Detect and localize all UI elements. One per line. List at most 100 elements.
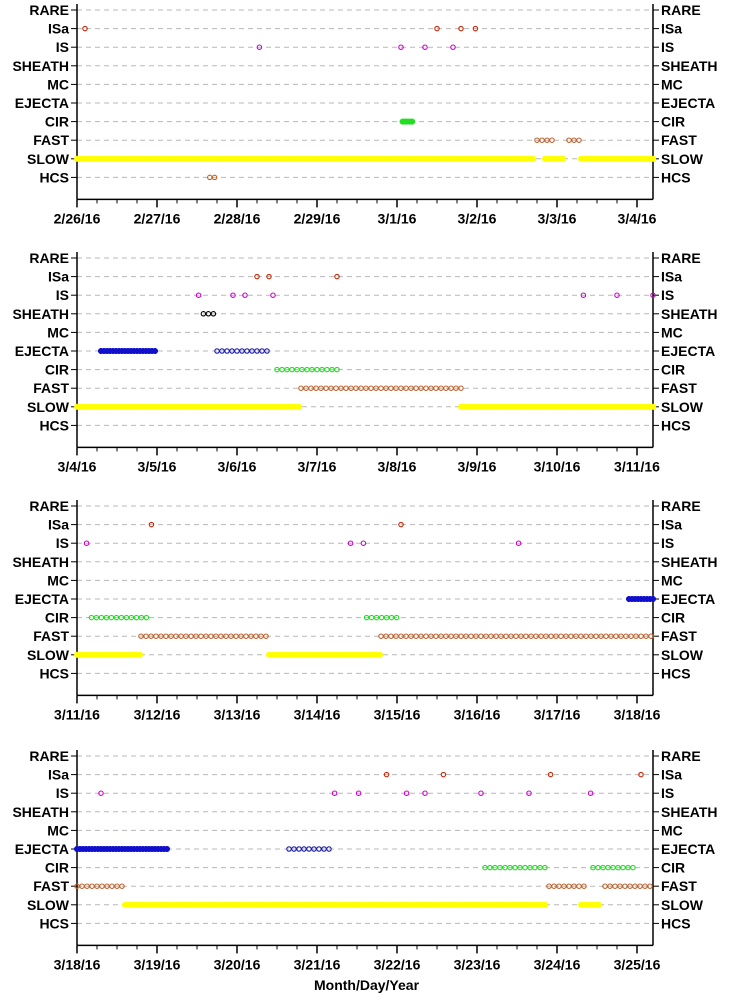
category-label-right: HCS — [661, 417, 691, 433]
data-point — [108, 614, 115, 621]
data-point — [393, 614, 400, 621]
category-label-left: HCS — [39, 665, 69, 681]
data-point — [205, 311, 212, 317]
category-label-left: ISa — [48, 269, 69, 285]
data-point — [378, 385, 384, 391]
category-label-left: RARE — [29, 748, 69, 764]
category-label-right: SLOW — [661, 897, 704, 913]
x-tick-label: 3/17/16 — [534, 706, 581, 722]
category-label-right: FAST — [661, 878, 697, 894]
data-point — [319, 366, 325, 373]
data-point — [428, 633, 434, 639]
data-point — [123, 614, 130, 621]
data-point — [259, 348, 265, 354]
category-label-right: CIR — [661, 860, 685, 876]
data-point — [638, 633, 644, 639]
x-tick-label: 3/7/16 — [298, 458, 337, 474]
category-label-right: SHEATH — [661, 58, 718, 74]
data-point — [378, 633, 384, 639]
data-point — [393, 385, 399, 391]
data-point — [649, 403, 657, 410]
data-point — [303, 385, 309, 391]
data-point — [148, 521, 155, 528]
x-tick-label: 3/9/16 — [458, 458, 497, 474]
data-point — [571, 137, 577, 143]
data-point — [558, 633, 564, 639]
category-label-right: RARE — [661, 748, 701, 764]
data-point — [218, 633, 224, 639]
x-tick-label: 3/4/16 — [58, 458, 97, 474]
data-point — [543, 633, 549, 639]
category-label-right: HCS — [661, 169, 691, 185]
data-point — [173, 633, 179, 639]
category-label-left: SHEATH — [12, 554, 69, 570]
data-point — [368, 385, 374, 391]
data-point — [649, 595, 657, 603]
data-point — [195, 292, 202, 298]
data-point — [440, 771, 447, 778]
data-point — [615, 864, 621, 871]
data-point — [556, 883, 562, 889]
data-point — [329, 366, 335, 373]
category-label-left: ISa — [48, 517, 69, 533]
data-point — [512, 864, 518, 871]
data-point — [614, 292, 620, 298]
category-label-right: MC — [661, 76, 683, 92]
data-point — [453, 385, 459, 391]
category-label-left: HCS — [39, 417, 69, 433]
data-point — [548, 633, 554, 639]
data-point — [498, 633, 504, 639]
data-point — [438, 633, 444, 639]
data-point — [178, 633, 184, 639]
data-point — [347, 540, 354, 546]
data-point — [515, 540, 522, 546]
data-point — [230, 292, 236, 298]
data-point — [203, 633, 209, 639]
data-point — [309, 366, 315, 373]
category-label-right: SLOW — [661, 647, 704, 663]
data-point — [637, 883, 643, 889]
data-point — [109, 883, 115, 889]
data-point — [388, 633, 394, 639]
data-point — [263, 633, 269, 639]
data-point — [448, 385, 454, 391]
data-point — [318, 385, 324, 391]
data-point — [88, 614, 95, 621]
data-point — [593, 633, 599, 639]
data-point — [428, 385, 434, 391]
data-point — [258, 633, 264, 639]
data-point — [376, 651, 384, 658]
category-label-right: FAST — [661, 132, 697, 148]
data-point — [581, 883, 587, 889]
data-point — [568, 633, 574, 639]
data-point — [513, 633, 519, 639]
x-tick-label: 3/11/16 — [614, 458, 660, 474]
data-point — [118, 614, 125, 621]
data-point — [323, 385, 329, 391]
data-point — [324, 366, 330, 373]
data-point — [595, 864, 601, 871]
data-point — [613, 633, 619, 639]
data-point — [578, 633, 584, 639]
data-point — [119, 883, 125, 889]
data-point — [625, 864, 631, 871]
category-label-left: HCS — [39, 915, 69, 931]
data-point — [353, 385, 359, 391]
data-point — [244, 348, 250, 354]
data-point — [603, 633, 609, 639]
category-label-right: HCS — [661, 665, 691, 681]
data-point — [507, 864, 513, 871]
data-point — [643, 633, 649, 639]
data-point — [326, 846, 332, 852]
data-point — [74, 883, 80, 889]
data-point — [113, 614, 120, 621]
data-point — [526, 790, 532, 796]
data-point — [355, 790, 362, 796]
data-point — [563, 633, 569, 639]
data-point — [527, 864, 533, 871]
data-point — [148, 633, 154, 639]
x-axis-title: Month/Day/Year — [313, 977, 420, 993]
category-label-right: RARE — [661, 498, 701, 514]
data-point — [448, 633, 454, 639]
data-point — [523, 633, 529, 639]
